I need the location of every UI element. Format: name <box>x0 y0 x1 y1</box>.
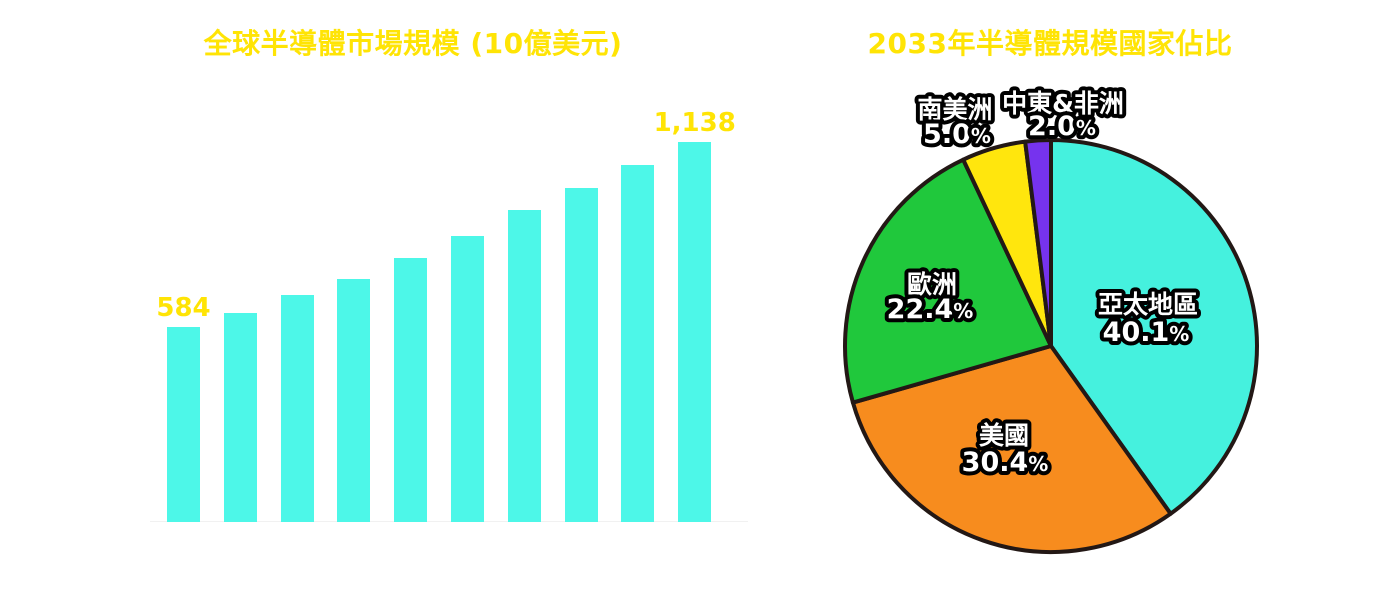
bar <box>564 188 598 522</box>
bar <box>507 210 541 522</box>
bar-chart-baseline <box>150 521 748 522</box>
bar-value-label: 1,138 <box>653 108 736 138</box>
bar-chart-title: 全球半導體市場規模 (10億美元) <box>203 27 623 60</box>
pie-chart-title: 2033年半導體規模國家佔比 <box>867 27 1233 60</box>
bar <box>337 278 371 522</box>
bar <box>280 294 314 522</box>
pie-slice-2 <box>843 157 1053 405</box>
pie-slice-percent: 22.4% <box>887 294 974 325</box>
bar <box>167 326 200 522</box>
pie-slice-percent: 30.4% <box>962 447 1049 478</box>
bar <box>394 258 428 522</box>
pie-slice-4 <box>1023 138 1053 348</box>
pie-slice-percent: 40.1% <box>1103 317 1190 348</box>
pie-slice-label: 南美洲 <box>917 95 992 124</box>
bar <box>451 236 484 522</box>
pie-slice-1 <box>850 344 1173 554</box>
pie-slice-label: 中東&非洲 <box>1002 89 1124 118</box>
pie-slice-label: 亞太地區 <box>1098 290 1198 319</box>
bar <box>678 142 712 522</box>
pie-slice-percent: 5.0% <box>923 119 991 150</box>
pie-slice-label: 美國 <box>979 421 1029 450</box>
bar-value-label: 584 <box>156 292 211 323</box>
pie-slice-0 <box>1049 138 1259 516</box>
bar <box>621 164 655 522</box>
bar <box>223 312 257 522</box>
pie-slice-percent: 2.0% <box>1028 111 1096 142</box>
pie-slice-label: 歐洲 <box>907 270 957 299</box>
